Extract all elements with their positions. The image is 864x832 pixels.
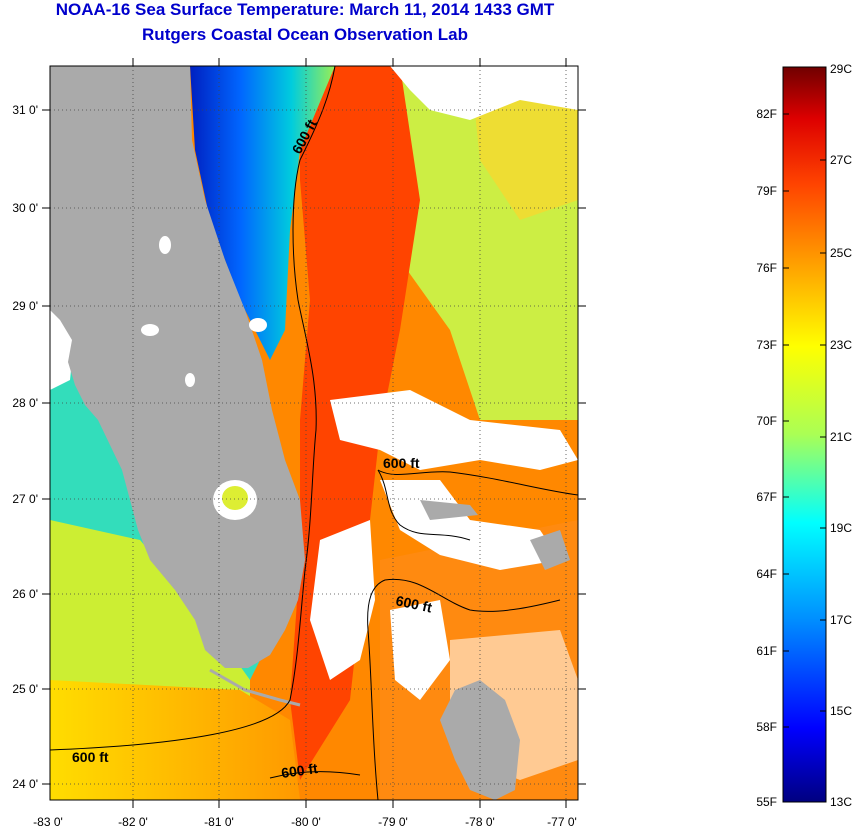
contour-label: 600 ft	[383, 455, 420, 471]
contour-label: 600 ft	[280, 760, 319, 781]
inland-lake	[249, 318, 267, 332]
cloud-band-central	[330, 390, 578, 470]
sst-region-florida-bay	[50, 680, 300, 800]
isobath-600ft-florida	[50, 66, 336, 751]
inland-lake	[159, 236, 171, 254]
colorbar-c-label: 29C	[830, 62, 852, 76]
colorbar-c-label: 13C	[830, 795, 852, 809]
lake-okeechobee	[222, 486, 248, 510]
lat-tick-label: 24 0'	[12, 777, 38, 791]
lat-tick-label: 26 0'	[12, 587, 38, 601]
isobath-600ft-great-bahama	[367, 578, 561, 800]
colorbar-f-label: 64F	[756, 567, 777, 581]
map-title: NOAA-16 Sea Surface Temperature: March 1…	[55, 0, 555, 19]
lat-tick-label: 29 0'	[12, 299, 38, 313]
colorbar	[782, 66, 827, 803]
axis-ticks	[42, 58, 586, 808]
colorbar-f-label: 61F	[756, 644, 777, 658]
lat-tick-label: 25 0'	[12, 682, 38, 696]
colorbar-f-label: 58F	[756, 720, 777, 734]
isobath-600ft-cuba	[269, 771, 361, 779]
cloud-north	[390, 66, 578, 120]
colorbar-f-label: 70F	[756, 414, 777, 428]
colorbar-f-label: 73F	[756, 338, 777, 352]
lon-tick-label: -83 0'	[33, 815, 63, 829]
lon-tick-label: -78 0'	[465, 815, 495, 829]
sst-map-area	[50, 66, 578, 800]
grand-bahama-island	[420, 500, 478, 520]
lon-tick-label: -82 0'	[118, 815, 148, 829]
lat-tick-label: 30 0'	[12, 201, 38, 215]
lon-tick-label: -79 0'	[378, 815, 408, 829]
lon-tick-label: -77 0'	[547, 815, 577, 829]
colorbar-ticks	[783, 113, 826, 728]
colorbar-c-label: 17C	[830, 613, 852, 627]
bahama-island	[530, 530, 570, 570]
colorbar-f-label: 67F	[756, 490, 777, 504]
inland-lake	[185, 373, 195, 387]
contour-label: 600 ft	[72, 749, 109, 765]
colorbar-f-label: 55F	[756, 795, 777, 809]
colorbar-c-label: 21C	[830, 430, 852, 444]
colorbar-f-label: 82F	[756, 107, 777, 121]
cloud-straits	[310, 520, 375, 680]
lon-tick-label: -81 0'	[204, 815, 234, 829]
colorbar-f-label: 76F	[756, 261, 777, 275]
graticule	[50, 66, 578, 800]
andros-island	[440, 680, 520, 800]
map-subtitle: Rutgers Coastal Ocean Observation Lab	[142, 25, 468, 44]
colorbar-c-label: 19C	[830, 521, 852, 535]
cloud-patch-south	[390, 600, 450, 700]
lon-tick-label: -80 0'	[291, 815, 321, 829]
colorbar-c-label: 25C	[830, 246, 852, 260]
map-frame	[49, 65, 579, 801]
isobath-600ft-bank-edge	[377, 469, 471, 541]
contour-label: 600 ft	[394, 592, 433, 615]
sst-region-gulf-shelf	[50, 520, 250, 730]
lat-tick-label: 28 0'	[12, 396, 38, 410]
isobath-600ft-little-bahama	[377, 469, 578, 496]
florida-keys	[209, 668, 301, 707]
inland-lake	[141, 324, 159, 336]
colorbar-c-label: 27C	[830, 153, 852, 167]
sst-region-cold-nearshore	[190, 66, 335, 360]
lat-tick-label: 27 0'	[12, 492, 38, 506]
colorbar-c-label: 15C	[830, 704, 852, 718]
colorbar-f-label: 79F	[756, 184, 777, 198]
lat-tick-label: 31 0'	[12, 103, 38, 117]
colorbar-c-label: 23C	[830, 338, 852, 352]
